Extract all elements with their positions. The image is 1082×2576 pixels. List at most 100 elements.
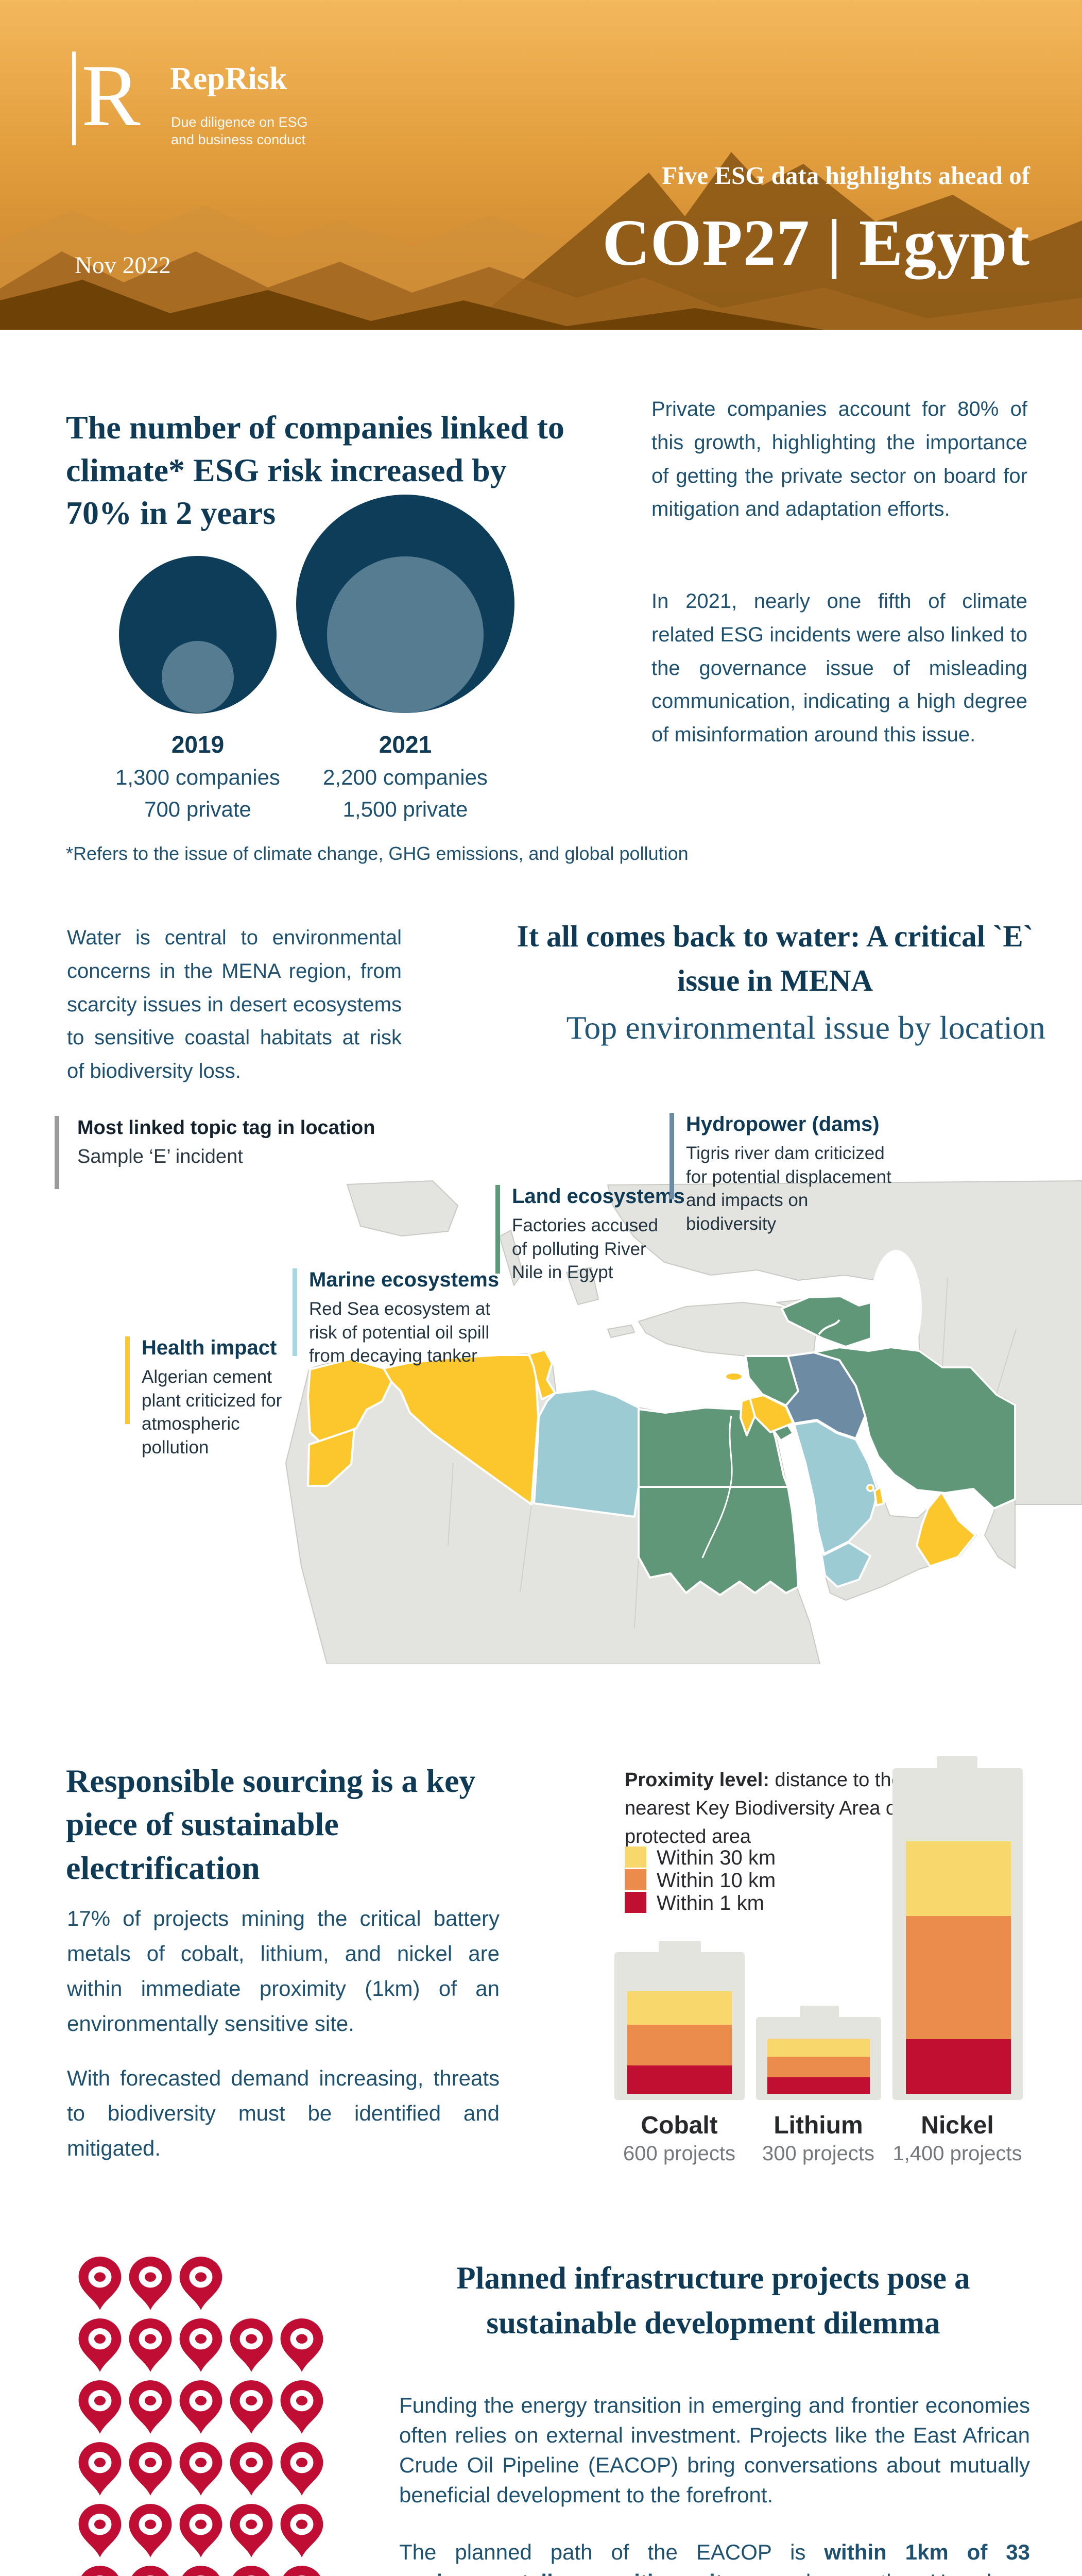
section1-para1: Private companies account for 80% of thi… xyxy=(651,398,1027,521)
header-banner: R RepRisk Due diligence on ESG and busin… xyxy=(0,0,1082,330)
section3-heading: Responsible sourcing is a key piece of s… xyxy=(66,1762,476,1886)
map-pin-icon xyxy=(78,2442,122,2496)
map-pin-icon xyxy=(129,2257,172,2310)
battery-segment xyxy=(627,2065,732,2094)
map-nile-river xyxy=(701,1415,733,1558)
map-country-yemen xyxy=(817,1530,871,1588)
section4-heading: Planned infrastructure projects pose a s… xyxy=(456,2261,970,2341)
header-title: COP27 | Egypt xyxy=(602,206,1030,279)
map-country-algeria xyxy=(383,1354,539,1505)
section1-para2: In 2021, nearly one fifth of climate rel… xyxy=(651,590,1027,747)
bubble-2019-companies: 1,300 companies xyxy=(115,765,280,789)
section2-subtitle: Top environmental issue by location xyxy=(566,1009,1045,1046)
bubble-2019-year: 2019 xyxy=(171,731,225,758)
map-legend-title: Most linked topic tag in location xyxy=(77,1117,375,1139)
map-pin-icon xyxy=(179,2380,222,2434)
map-legend-bar xyxy=(55,1116,59,1189)
map-caspian-sea xyxy=(870,1250,922,1365)
map-pin-icon xyxy=(179,2318,222,2372)
battery-legend-title-bold: Proximity level: xyxy=(625,1769,769,1791)
battery-nickel-name: Nickel xyxy=(921,2112,994,2139)
callout-marine-body: Red Sea ecosystem at risk of potential o… xyxy=(309,1299,491,1366)
section3-para1: 17% of projects mining the critical batt… xyxy=(67,1906,500,2036)
section3-para2: With forecasted demand increasing, threa… xyxy=(67,2066,500,2161)
section2-left-para: Water is central to environmental concer… xyxy=(67,926,402,1083)
pin-grid xyxy=(77,2256,386,2576)
callout-land-body: Factories accused of polluting River Nil… xyxy=(512,1215,659,1282)
map-pin-icon xyxy=(129,2442,172,2496)
map-country-italy xyxy=(499,1230,523,1286)
map-pin-icon xyxy=(283,2566,320,2576)
map-pin-icon xyxy=(132,2566,169,2576)
callout-marine-bar xyxy=(293,1268,297,1356)
map-pin-icon xyxy=(78,2257,122,2310)
battery-segment xyxy=(906,1916,1011,2039)
battery-segment xyxy=(767,2077,870,2094)
issue-date: Nov 2022 xyxy=(75,252,171,279)
map-country-western-sahara xyxy=(307,1428,355,1487)
map-country-morocco xyxy=(307,1358,392,1445)
map-country-azerbaijan xyxy=(781,1295,872,1348)
legend-label-10km: Within 10 km xyxy=(657,1869,776,1892)
callout-marine-title: Marine ecosystems xyxy=(309,1268,500,1291)
map-pin-icon xyxy=(129,2504,172,2557)
callout-health-bar xyxy=(125,1336,130,1424)
header-kicker: Five ESG data highlights ahead of xyxy=(662,161,1030,190)
legend-label-30km: Within 30 km xyxy=(657,1846,776,1869)
bubble-2021-year: 2021 xyxy=(379,731,432,758)
map-country-greece xyxy=(566,1267,599,1305)
callout-land-bar xyxy=(495,1185,500,1274)
map-pin-icon xyxy=(182,2566,219,2576)
section1-heading: The number of companies linked to climat… xyxy=(66,409,564,532)
bubble-2021-companies: 2,200 companies xyxy=(323,765,488,789)
bubble-2019-private-label: 700 private xyxy=(144,797,251,821)
logo-brand: RepRisk xyxy=(170,61,287,96)
battery-segment xyxy=(627,2025,732,2065)
map-pin-icon xyxy=(230,2380,273,2434)
battery-lithium-nub xyxy=(800,2006,839,2018)
map-country-libya xyxy=(533,1388,640,1518)
map-country-oman xyxy=(916,1491,976,1567)
map-pin-icon xyxy=(280,2380,323,2434)
battery-nickel-projects: 1,400 projects xyxy=(892,2142,1022,2165)
map-pin-icon xyxy=(78,2504,122,2557)
map-pin-icon xyxy=(129,2318,172,2372)
map-pin-icon xyxy=(230,2318,273,2372)
battery-legend-title-rest: distance to the nearest Key Biodiversity… xyxy=(625,1769,903,1848)
legend-swatch-1km xyxy=(625,1892,646,1913)
section4-para2-bold: within 1km of 33 environmentally sensiti… xyxy=(399,2540,1030,2576)
map-pin-icon xyxy=(81,2566,118,2576)
map-pin-icon xyxy=(280,2318,323,2372)
mena-map xyxy=(285,1180,1082,1664)
map-pin-icon xyxy=(179,2442,222,2496)
battery-legend-title: Proximity level: distance to the nearest… xyxy=(625,1766,929,1851)
map-pin-icon xyxy=(129,2380,172,2434)
battery-lithium-name: Lithium xyxy=(774,2112,863,2139)
logo-r-icon: R xyxy=(81,47,141,145)
logo-tagline-1: Due diligence on ESG xyxy=(171,114,308,130)
map-pin-icon xyxy=(78,2318,122,2372)
map-pin-icon xyxy=(179,2257,222,2310)
map-legend-sub: Sample ‘E’ incident xyxy=(77,1146,243,1167)
callout-hydro-body: Tigris river dam criticized for potentia… xyxy=(686,1143,891,1234)
battery-nickel-nub xyxy=(937,1756,977,1769)
battery-segment xyxy=(906,1841,1011,1916)
section4-para1: Funding the energy transition in emergin… xyxy=(399,2393,1030,2507)
map-internal-borders xyxy=(448,1277,1017,1629)
logo-tagline-2: and business conduct xyxy=(171,132,306,147)
map-armenia-border xyxy=(818,1319,840,1335)
legend-swatch-10km xyxy=(625,1869,646,1890)
map-pin-icon xyxy=(233,2566,270,2576)
map-pin-icon xyxy=(280,2504,323,2557)
map-country-iran xyxy=(813,1346,1016,1510)
map-country-iberia xyxy=(347,1180,458,1236)
map-pin-icon xyxy=(230,2504,273,2557)
map-pin-icon xyxy=(280,2442,323,2496)
callout-health-body: Algerian cement plant criticized for atm… xyxy=(142,1367,282,1458)
legend-label-1km: Within 1 km xyxy=(657,1892,764,1914)
callout-hydro-bar xyxy=(669,1113,674,1199)
bubble-2019-private xyxy=(162,641,234,713)
map-pin-icon xyxy=(230,2442,273,2496)
battery-segment xyxy=(627,1991,732,2025)
